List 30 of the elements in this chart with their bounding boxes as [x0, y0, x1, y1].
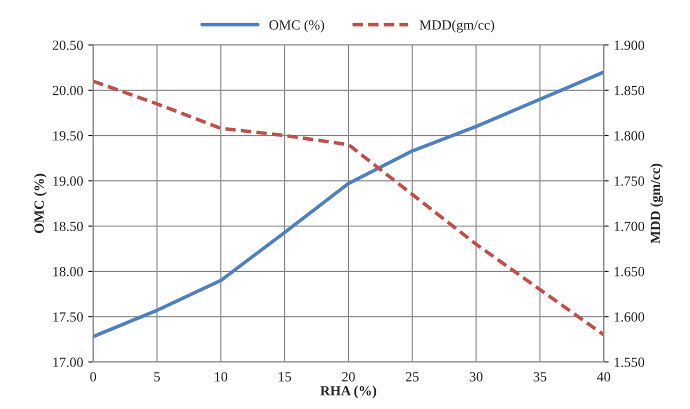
legend-label: OMC (%)	[269, 20, 324, 32]
y-tick-label: 17.50	[53, 312, 83, 322]
x-tick-label: 30	[470, 372, 483, 382]
y-tick-label: 19.50	[53, 131, 83, 141]
y2-axis-title: MDD (gm/cc)	[650, 164, 663, 244]
y2-tick-label: 1.800	[614, 131, 644, 141]
x-tick-label: 5	[154, 372, 160, 382]
y-tick-label: 20.50	[52, 40, 83, 50]
x-tick-label: 40	[597, 372, 610, 382]
y-axis-title: OMC (%)	[34, 174, 47, 234]
y2-tick-label: 1.850	[614, 86, 644, 96]
y2-tick-label: 1.650	[614, 266, 644, 276]
x-tick-label: 25	[406, 372, 419, 382]
x-tick-label: 35	[534, 372, 546, 382]
y-tick-label: 18.50	[53, 222, 83, 232]
x-tick-label: 20	[342, 372, 355, 382]
y-tick-label: 19.00	[53, 176, 83, 186]
legend-label: MDD(gm/cc)	[420, 20, 494, 32]
x-tick-label: 0	[90, 372, 96, 382]
y2-tick-label: 1.900	[614, 40, 644, 50]
x-tick-label: 15	[278, 372, 292, 382]
x-tick-label: 10	[215, 372, 228, 382]
x-axis-title: RHA (%)	[320, 386, 376, 398]
y-tick-label: 20.00	[52, 86, 83, 96]
y2-tick-label: 1.700	[614, 222, 644, 232]
y2-tick-label: 1.600	[614, 312, 644, 322]
y2-tick-label: 1.750	[614, 176, 644, 186]
y-tick-label: 17.00	[53, 358, 83, 367]
y2-tick-label: 1.550	[614, 358, 644, 367]
y-tick-label: 18.00	[53, 266, 83, 276]
